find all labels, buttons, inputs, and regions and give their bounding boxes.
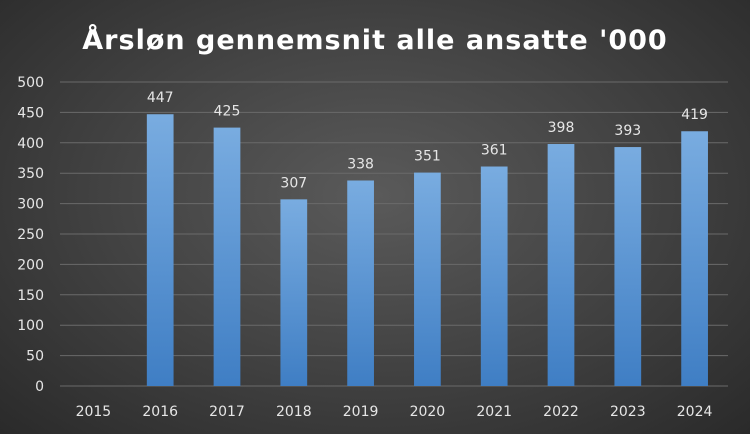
x-tick-label: 2019: [343, 404, 379, 420]
y-tick-label: 200: [17, 257, 44, 273]
data-label-2022: 398: [548, 120, 575, 136]
bar-2021: [480, 166, 508, 386]
y-axis-ticks: 0 50 100 150 200 250 300 350 400 450 500: [17, 75, 44, 395]
bar-2019: [347, 180, 374, 386]
x-tick-label: 2020: [410, 404, 446, 420]
x-tick-label: 2023: [610, 404, 646, 420]
data-label-2023: 393: [614, 123, 641, 139]
y-tick-label: 250: [17, 227, 44, 243]
x-tick-label: 2018: [276, 404, 312, 420]
y-tick-label: 0: [35, 379, 44, 395]
data-label-2024: 419: [681, 107, 708, 123]
y-tick-label: 100: [17, 318, 44, 334]
bars: [146, 114, 708, 386]
bar-2017: [213, 127, 241, 386]
y-tick-label: 300: [17, 197, 44, 213]
data-label-2020: 351: [414, 149, 441, 165]
y-tick-label: 400: [17, 136, 44, 152]
x-tick-label: 2015: [76, 404, 112, 420]
y-tick-label: 450: [17, 105, 44, 121]
x-tick-label: 2016: [142, 404, 178, 420]
bar-2016: [146, 114, 174, 386]
x-axis-ticks: 2015 2016 2017 2018 2019 2020 2021 2022 2023 2024: [76, 404, 713, 420]
x-tick-label: 2017: [209, 404, 245, 420]
data-labels: 447 425 307 338 351 361 398 393 419: [147, 90, 708, 191]
data-label-2021: 361: [481, 143, 508, 159]
y-tick-label: 350: [17, 166, 44, 182]
bar-2022: [547, 144, 575, 386]
y-tick-label: 500: [17, 75, 44, 91]
chart-title: Årsløn gennemsnit alle ansatte '000: [82, 24, 667, 56]
data-label-2018: 307: [280, 175, 307, 191]
x-tick-label: 2022: [543, 404, 579, 420]
bar-2020: [414, 172, 441, 386]
data-label-2019: 338: [347, 156, 374, 172]
y-tick-label: 50: [26, 349, 44, 365]
data-label-2017: 425: [214, 104, 241, 120]
x-tick-label: 2021: [476, 404, 512, 420]
y-tick-label: 150: [17, 288, 44, 304]
bar-2018: [280, 199, 308, 386]
bar-2023: [614, 147, 642, 386]
bar-2024: [681, 131, 708, 386]
x-tick-label: 2024: [677, 404, 713, 420]
data-label-2016: 447: [147, 90, 174, 106]
